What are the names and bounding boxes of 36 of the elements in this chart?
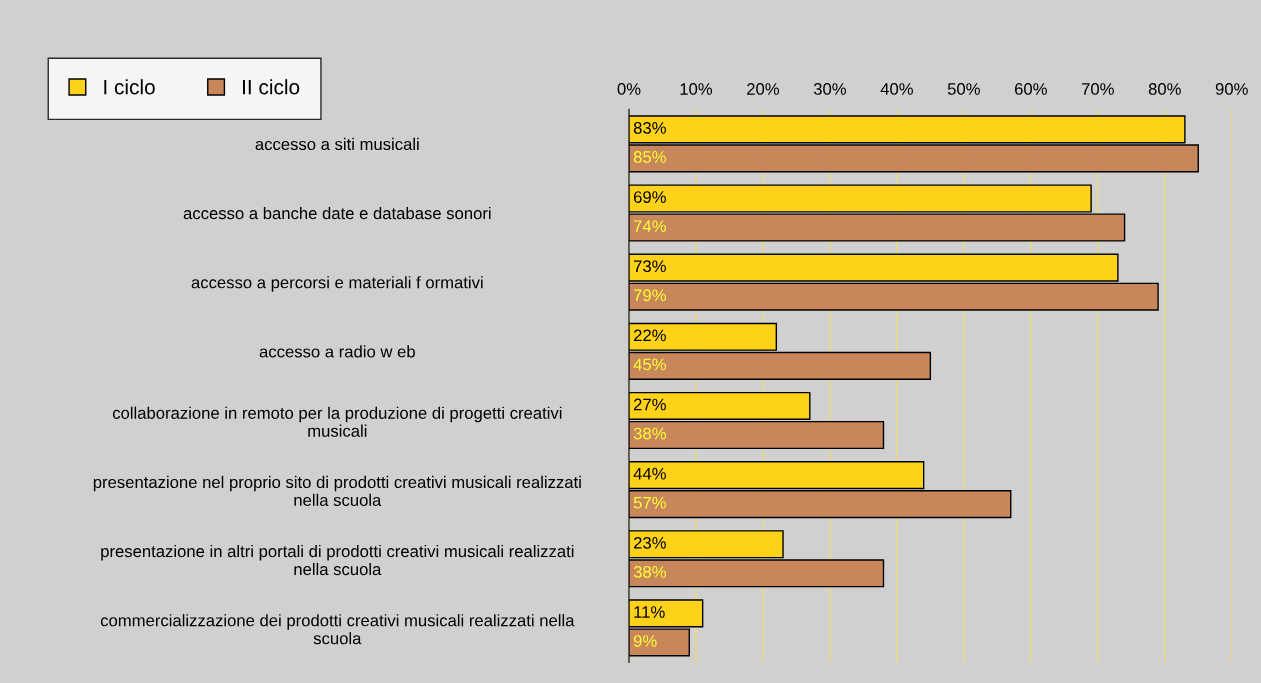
data-label: 44% (633, 467, 666, 480)
data-label: 74% (634, 220, 666, 232)
y-tick-label: accesso a siti musicali (255, 137, 419, 151)
y-tick-label: accesso a radio w eb (259, 345, 415, 358)
data-label: 45% (633, 358, 666, 371)
x-tick-label: 10% (680, 83, 713, 95)
data-label: 23% (633, 536, 666, 549)
data-label: 79% (634, 289, 666, 302)
data-label: 85% (633, 151, 666, 163)
x-tick-label: 20% (747, 83, 780, 95)
y-tick-label: presentazione in altri portali di prodotti creativi musicali realizzati nella scuola (101, 544, 574, 576)
x-tick-label: 90% (1215, 83, 1248, 95)
x-tick-label: 40% (880, 83, 913, 95)
y-tick-label: collaborazione in remoto per la produzione di progetti creativi musicali (112, 406, 562, 437)
y-tick-label: presentazione nel proprio sito di prodotti creativi musicali realizzati nella scuola (93, 475, 581, 507)
data-label: 22% (633, 329, 666, 342)
y-tick-label: accesso a banche date e database sonori (183, 206, 491, 220)
x-tick-label: 70% (1081, 83, 1114, 95)
data-label: 73% (634, 260, 666, 273)
data-label: 38% (633, 565, 666, 578)
x-tick-label: 50% (947, 83, 980, 95)
y-tick-label: commercializzazione dei prodotti creativi musicali realizzati nella scuola (100, 614, 575, 645)
x-tick-label: 30% (813, 83, 846, 95)
data-label: 57% (633, 496, 666, 509)
data-label: 69% (634, 191, 666, 203)
data-label: 11% (634, 606, 665, 618)
x-tick-label: 60% (1014, 83, 1047, 95)
data-label: 83% (633, 122, 666, 134)
data-label: 27% (633, 398, 666, 411)
legend-label: I ciclo (104, 79, 155, 95)
data-label: 38% (633, 427, 666, 440)
legend-label: II ciclo (243, 79, 300, 95)
x-tick-label: 80% (1148, 83, 1181, 95)
data-label: 9% (633, 635, 657, 647)
x-tick-label: 0% (617, 83, 641, 95)
y-tick-label: accesso a percorsi e materiali f ormativi (191, 276, 483, 292)
